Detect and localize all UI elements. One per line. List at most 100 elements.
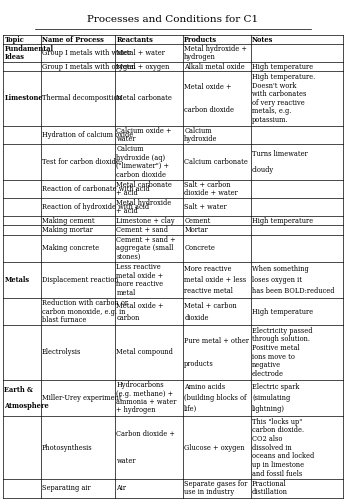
Text: Cement + sand: Cement + sand <box>116 226 169 234</box>
Text: Calcium: Calcium <box>184 127 212 135</box>
Text: Metals: Metals <box>5 276 30 284</box>
Text: Notes: Notes <box>252 36 273 44</box>
Text: Hydration of calcium oxide: Hydration of calcium oxide <box>42 131 133 139</box>
Text: carbon: carbon <box>116 314 140 322</box>
Text: Calcium oxide +: Calcium oxide + <box>116 127 172 135</box>
Text: reactive metal: reactive metal <box>184 287 233 295</box>
Text: Metal oxide +: Metal oxide + <box>116 302 164 310</box>
Text: Metal + carbon: Metal + carbon <box>184 302 237 310</box>
Text: Less reactive: Less reactive <box>116 263 161 271</box>
Text: life): life) <box>184 404 198 412</box>
Text: Limestone: Limestone <box>5 94 43 102</box>
Text: More reactive: More reactive <box>184 265 232 273</box>
Text: hydroxide (aq): hydroxide (aq) <box>116 154 166 162</box>
Text: + acid: + acid <box>116 207 138 215</box>
Text: Metal + water: Metal + water <box>116 49 165 57</box>
Text: Making concrete: Making concrete <box>42 244 99 252</box>
Text: Group I metals with oxygen: Group I metals with oxygen <box>42 62 135 70</box>
Text: Metal + oxygen: Metal + oxygen <box>116 62 170 70</box>
Text: electrode: electrode <box>252 370 284 378</box>
Text: products: products <box>184 360 214 368</box>
Text: High temperature: High temperature <box>252 217 313 225</box>
Text: Cement: Cement <box>184 217 211 225</box>
Text: carbon dioxide: carbon dioxide <box>116 170 166 178</box>
Text: stones): stones) <box>116 252 141 260</box>
Text: Salt + water: Salt + water <box>184 204 227 212</box>
Text: Displacement reaction: Displacement reaction <box>42 276 118 284</box>
Text: Name of Process: Name of Process <box>42 36 104 44</box>
Text: Topic: Topic <box>5 36 24 44</box>
Text: Metal oxide +: Metal oxide + <box>184 82 232 90</box>
Text: Atmosphere: Atmosphere <box>5 402 49 409</box>
Text: use in industry: use in industry <box>184 488 234 496</box>
Text: Amino acids: Amino acids <box>184 383 225 391</box>
Text: Miller-Urey experiment: Miller-Urey experiment <box>42 394 121 402</box>
Text: Fractional: Fractional <box>252 480 287 488</box>
Text: Alkali metal oxide: Alkali metal oxide <box>184 62 245 70</box>
Text: metals, e.g.: metals, e.g. <box>252 108 291 116</box>
Text: (simulating: (simulating <box>252 394 290 402</box>
Text: CO2 also: CO2 also <box>252 435 282 443</box>
Text: Salt + carbon: Salt + carbon <box>184 181 231 189</box>
Text: Reaction of hydroxide with acid: Reaction of hydroxide with acid <box>42 204 149 212</box>
Text: dissolved in: dissolved in <box>252 444 292 452</box>
Text: When something: When something <box>252 265 309 273</box>
Text: High temperature.: High temperature. <box>252 73 315 81</box>
Text: with carbonates: with carbonates <box>252 90 307 98</box>
Text: Pure metal + other: Pure metal + other <box>184 336 249 344</box>
Text: Earth &: Earth & <box>5 386 34 394</box>
Text: Glucose + oxygen: Glucose + oxygen <box>184 444 245 452</box>
Text: ammonia + water: ammonia + water <box>116 398 177 406</box>
Text: Processes and Conditions for C1: Processes and Conditions for C1 <box>87 15 258 24</box>
Text: oceans and locked: oceans and locked <box>252 452 314 460</box>
Text: hydroxide: hydroxide <box>184 134 218 142</box>
Text: loses oxygen it: loses oxygen it <box>252 276 302 284</box>
Text: water: water <box>116 134 136 142</box>
Text: metal: metal <box>116 288 136 296</box>
Text: Reaction of carbonate with acid: Reaction of carbonate with acid <box>42 185 149 193</box>
Text: Making mortar: Making mortar <box>42 226 93 234</box>
Text: This "locks up": This "locks up" <box>252 418 302 426</box>
Text: hydrogen: hydrogen <box>184 53 216 61</box>
Text: of very reactive: of very reactive <box>252 99 305 107</box>
Text: ("limewater") +: ("limewater") + <box>116 162 170 170</box>
Text: through solution.: through solution. <box>252 336 310 344</box>
Text: Calcium carbonate: Calcium carbonate <box>184 158 248 166</box>
Text: Air: Air <box>116 484 126 492</box>
Text: Test for carbon dioxide: Test for carbon dioxide <box>42 158 120 166</box>
Text: water: water <box>116 458 136 466</box>
Text: Electrolysis: Electrolysis <box>42 348 81 356</box>
Text: aggregate (small: aggregate (small <box>116 244 174 252</box>
Text: carbon dioxide: carbon dioxide <box>184 106 234 114</box>
Text: carbon monoxide, e.g. in: carbon monoxide, e.g. in <box>42 308 125 316</box>
Text: Limestone + clay: Limestone + clay <box>116 217 175 225</box>
Text: Fundamental: Fundamental <box>5 45 53 53</box>
Text: High temperature: High temperature <box>252 308 313 316</box>
Text: Separating air: Separating air <box>42 484 90 492</box>
Text: dioxide: dioxide <box>184 314 209 322</box>
Text: Metal carbonate: Metal carbonate <box>116 94 172 102</box>
Text: Positive metal: Positive metal <box>252 344 300 352</box>
Text: Separate gases for: Separate gases for <box>184 480 247 488</box>
Text: potassium.: potassium. <box>252 116 289 124</box>
Text: Carbon dioxide +: Carbon dioxide + <box>116 430 175 438</box>
Text: Hydrocarbons: Hydrocarbons <box>116 381 164 389</box>
Text: distillation: distillation <box>252 488 288 496</box>
Text: Thermal decomposition: Thermal decomposition <box>42 94 121 102</box>
Text: Metal hydroxide +: Metal hydroxide + <box>184 45 247 53</box>
Text: Concrete: Concrete <box>184 244 215 252</box>
Text: Reactants: Reactants <box>116 36 153 44</box>
Text: + acid: + acid <box>116 189 138 197</box>
Text: High temperature: High temperature <box>252 62 313 70</box>
Text: dioxide + water: dioxide + water <box>184 189 238 197</box>
Text: Photosynthesis: Photosynthesis <box>42 444 92 452</box>
Text: Products: Products <box>184 36 217 44</box>
Text: up in limestone: up in limestone <box>252 461 304 469</box>
Text: lightning): lightning) <box>252 404 285 412</box>
Text: Metal hydroxide: Metal hydroxide <box>116 200 172 207</box>
Text: Making cement: Making cement <box>42 217 95 225</box>
Text: + hydrogen: + hydrogen <box>116 406 156 414</box>
Text: Reduction with carbon or: Reduction with carbon or <box>42 300 128 308</box>
Text: has been BOLD:reduced: has been BOLD:reduced <box>252 287 335 295</box>
Text: Electricity passed: Electricity passed <box>252 327 313 335</box>
